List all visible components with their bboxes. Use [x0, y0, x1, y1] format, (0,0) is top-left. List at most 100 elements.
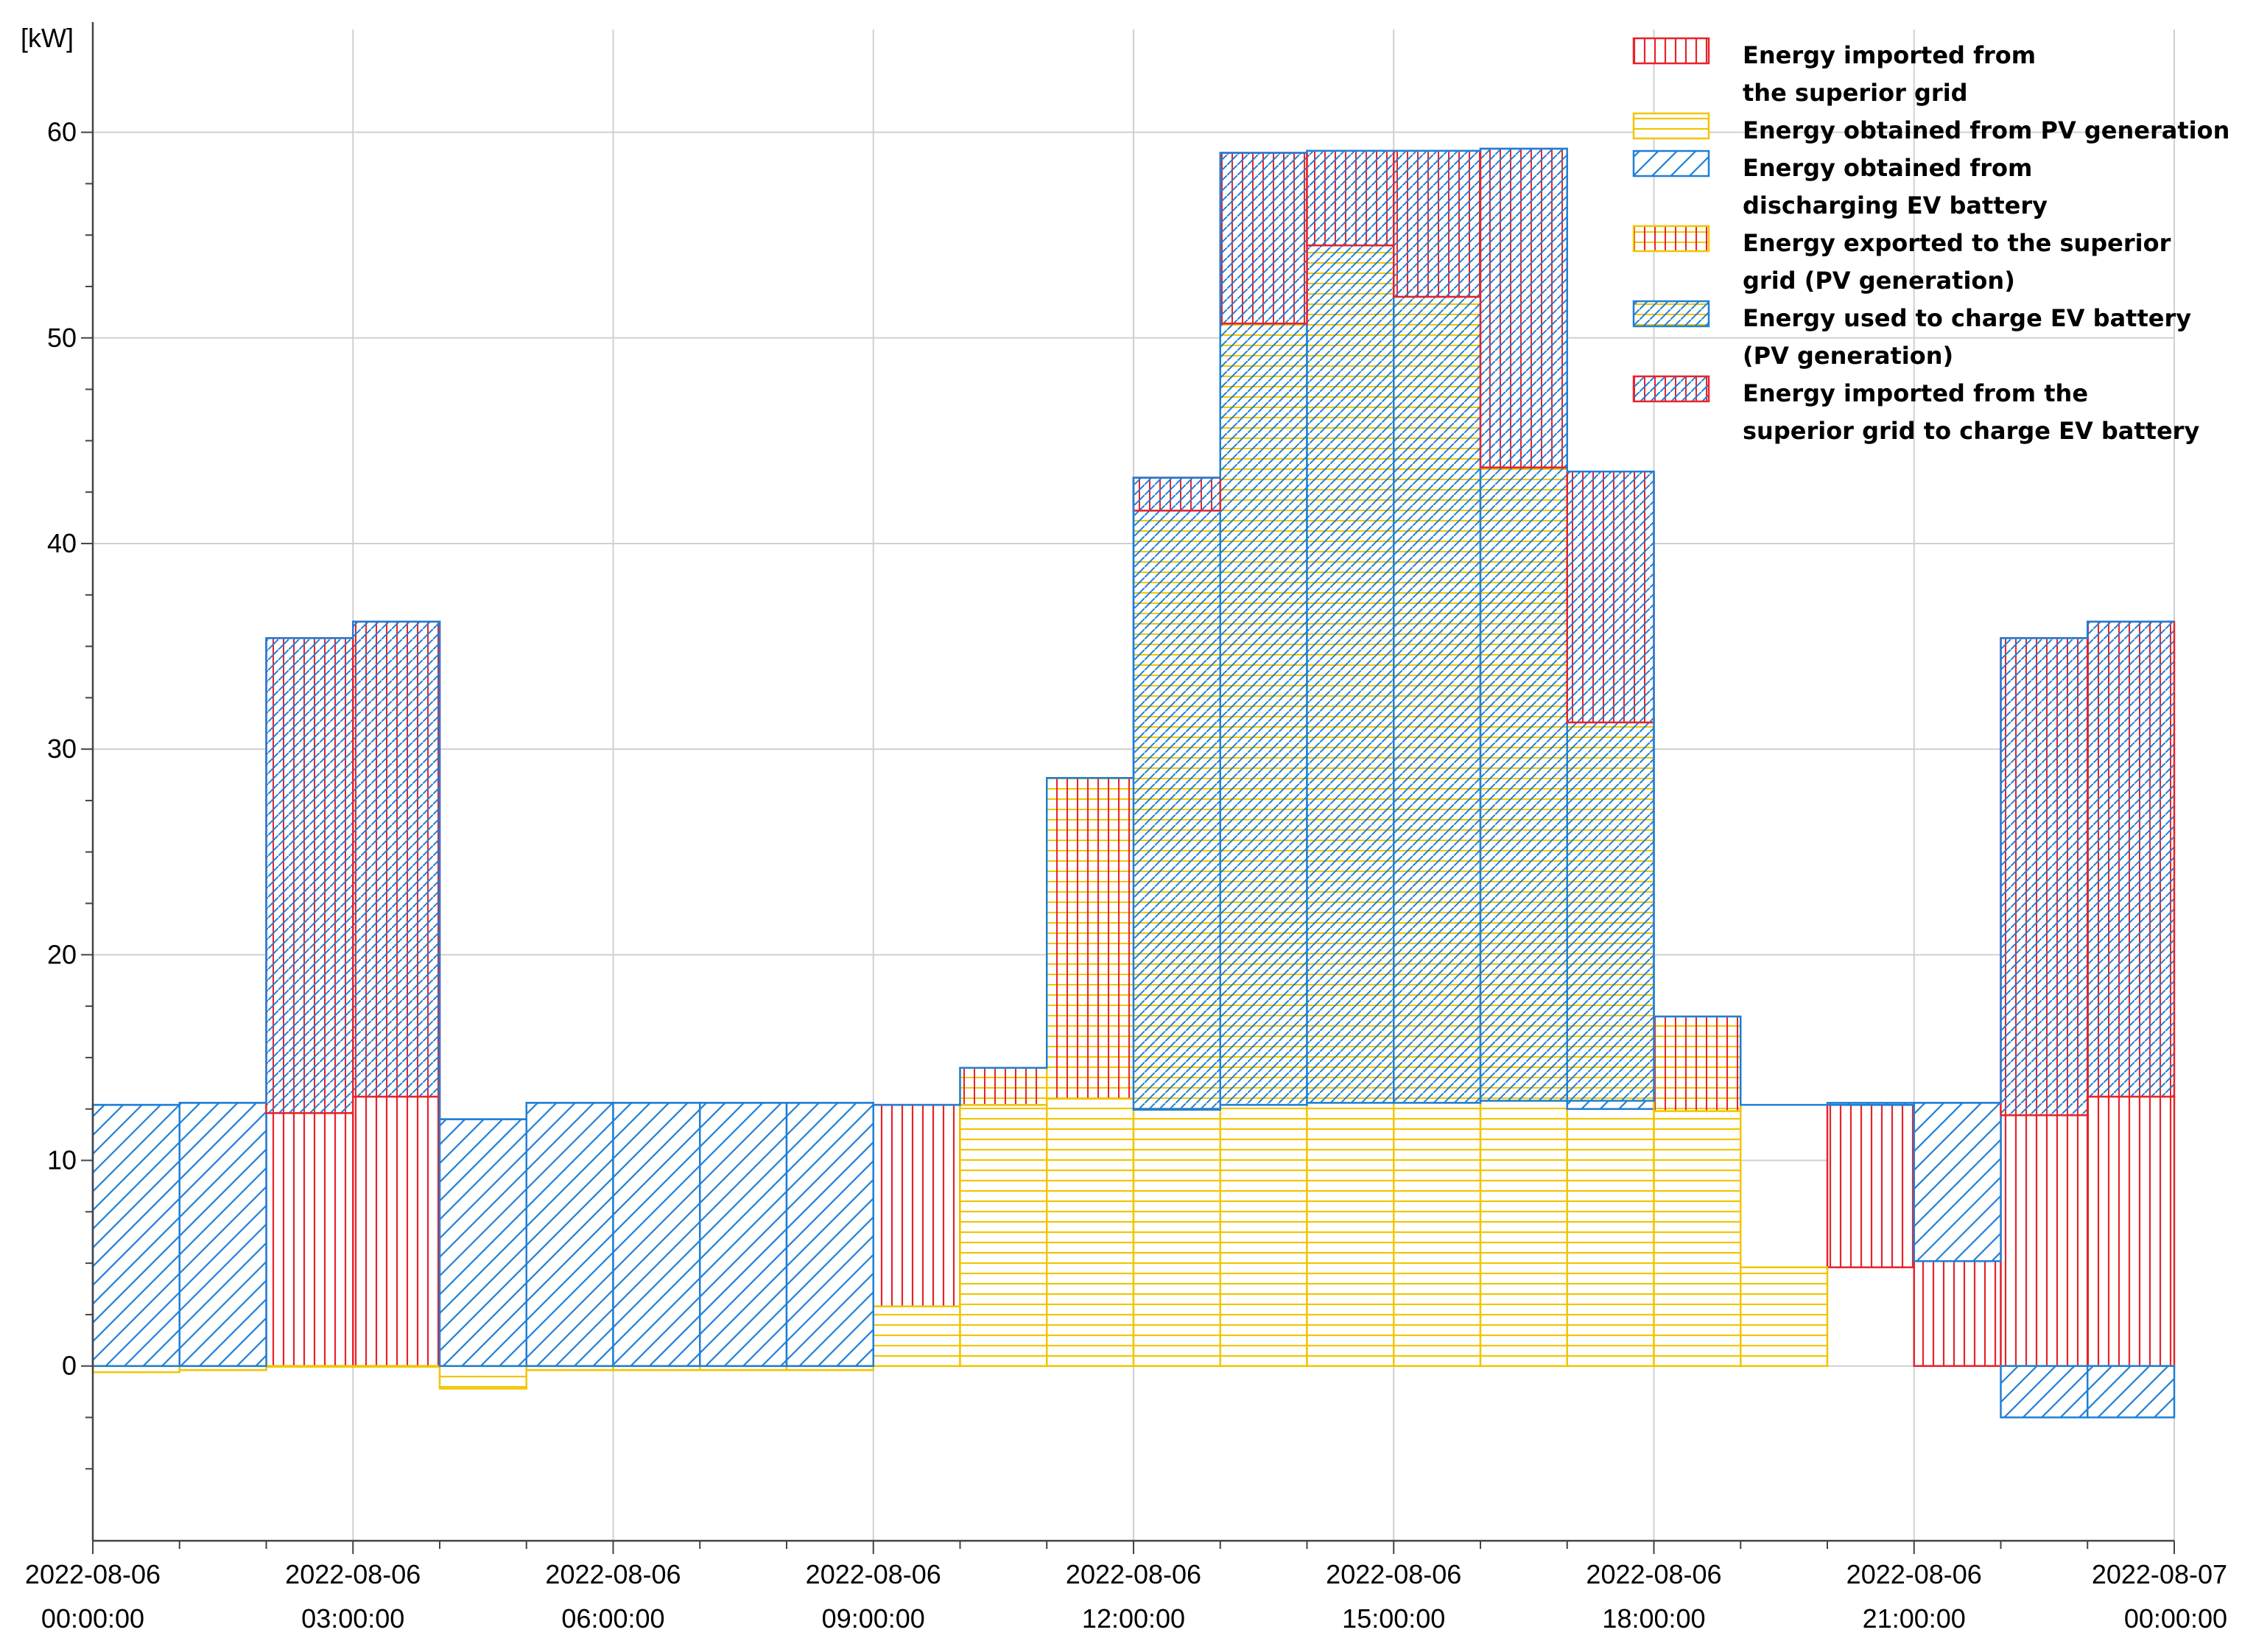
bar-segment: [352, 1365, 441, 1368]
legend-label: (PV generation): [1743, 342, 1953, 370]
legend-label: Energy imported from the: [1743, 379, 2088, 407]
y-tick-label: 60: [47, 117, 77, 147]
x-tick-date: 2022-08-06: [25, 1559, 161, 1589]
y-tick-label: 30: [47, 734, 77, 764]
legend-label: Energy imported from: [1743, 41, 2036, 69]
bar-segment: [785, 1102, 874, 1367]
bar-segment: [1306, 150, 1395, 247]
x-tick-time: 18:00:00: [1602, 1603, 1705, 1634]
x-tick-time: 21:00:00: [1863, 1603, 1966, 1634]
bar-segment: [1219, 152, 1308, 325]
x-tick-date: 2022-08-06: [1326, 1559, 1461, 1589]
bar-segment: [1219, 322, 1308, 1106]
bar-segment: [1393, 295, 1482, 1104]
bar-segment: [91, 1365, 180, 1374]
series-horizontal: [91, 1097, 2176, 1390]
bar-segment: [352, 1095, 441, 1367]
legend-label: Energy exported to the superior: [1743, 229, 2171, 257]
series-diag-yellow: [1132, 244, 1655, 1110]
legend-item: Energy exported to the superior grid (PV …: [1632, 225, 2171, 295]
bar-segment: [438, 1365, 527, 1390]
bar-segment: [872, 1103, 961, 1307]
bar-segment: [612, 1102, 701, 1367]
bar-segment: [1306, 1102, 1395, 1367]
x-tick-date: 2022-08-06: [1066, 1559, 1201, 1589]
legend-item: Energy imported from the superior grid to…: [1632, 375, 2199, 445]
y-tick-label: 40: [47, 528, 77, 558]
y-tick-label: 50: [47, 323, 77, 353]
bar-segment: [265, 1112, 354, 1367]
bar-segment: [1132, 477, 1221, 512]
x-tick-time: 00:00:00: [41, 1603, 144, 1634]
bar-segment: [1393, 150, 1482, 298]
legend-item: Energy used to charge EV battery (PV gene…: [1632, 300, 2191, 370]
bar-segment: [959, 1103, 1048, 1367]
legend-swatch: [1632, 112, 1710, 140]
bar-segment: [1132, 1108, 1221, 1367]
bar-segment: [959, 1066, 1048, 1106]
legend-swatch: [1632, 300, 1710, 328]
bar-segment: [352, 620, 441, 1098]
bar-segment: [2000, 1114, 2089, 1367]
x-tick-time: 03:00:00: [301, 1603, 404, 1634]
bar-segment: [1046, 1097, 1135, 1367]
bar-segment: [2000, 1365, 2089, 1419]
bar-segment: [1566, 470, 1655, 724]
legend-item: Energy imported from the superior grid: [1632, 37, 2036, 107]
bar-segment: [1132, 510, 1221, 1110]
bar-segment: [2087, 620, 2176, 1098]
x-tick-date: 2022-08-06: [285, 1559, 421, 1589]
bar-segment: [91, 1103, 180, 1367]
x-tick-time: 06:00:00: [561, 1603, 664, 1634]
series-diag-right: [91, 1093, 2176, 1419]
bar-segment: [1479, 147, 1568, 468]
bar-segment: [1306, 244, 1395, 1104]
bar-segment: [1826, 1103, 1915, 1268]
legend-swatch: [1632, 37, 1710, 65]
bar-segment: [1566, 721, 1655, 1102]
bar-segment: [1566, 1108, 1655, 1367]
legend-item: Energy obtained from discharging EV batte…: [1632, 150, 2048, 219]
legend-swatch: [1632, 225, 1710, 253]
bar-segment: [1740, 1266, 1829, 1367]
x-tick-time: 00:00:00: [2124, 1603, 2227, 1634]
legend-item: Energy obtained from PV generation: [1632, 112, 2229, 144]
bar-segment: [872, 1305, 961, 1367]
bar-segment: [525, 1102, 614, 1367]
bar-segment: [1913, 1102, 2002, 1262]
bars-layer: [91, 147, 2176, 1419]
x-tick-date: 2022-08-06: [1846, 1559, 1982, 1589]
bar-segment: [1046, 776, 1135, 1100]
bar-segment: [265, 1365, 354, 1368]
x-tick-date: 2022-08-06: [806, 1559, 941, 1589]
bar-segment: [1653, 1015, 1742, 1112]
legend-label: the superior grid: [1743, 79, 1968, 107]
bar-segment: [438, 1118, 527, 1367]
bar-segment: [2087, 1365, 2176, 1419]
legend-swatch: [1632, 150, 1710, 177]
legend-label: Energy obtained from PV generation: [1743, 116, 2229, 144]
bar-segment: [1913, 1260, 2002, 1367]
y-tick-labels: 0 10 20 30 40 50 60: [47, 117, 77, 1381]
total-profile-line: [93, 147, 2174, 1120]
x-tick-labels: 2022-08-06 00:00:00 2022-08-06 03:00:00 2022…: [25, 1559, 2227, 1634]
bar-segment: [1479, 466, 1568, 1102]
legend-label: discharging EV battery: [1743, 191, 2048, 219]
y-tick-label: 0: [62, 1351, 77, 1381]
x-tick-time: 09:00:00: [822, 1603, 925, 1634]
legend-label: superior grid to charge EV battery: [1743, 417, 2199, 445]
legend-label: Energy obtained from: [1743, 154, 2032, 182]
y-tick-label: 20: [47, 939, 77, 969]
legend-label: grid (PV generation): [1743, 267, 2015, 295]
y-tick-label: 10: [47, 1145, 77, 1175]
x-tick-date: 2022-08-07: [2092, 1559, 2227, 1589]
legend-label: Energy used to charge EV battery: [1743, 304, 2191, 332]
x-tick-time: 12:00:00: [1082, 1603, 1185, 1634]
bar-segment: [699, 1102, 788, 1367]
bar-segment: [1653, 1110, 1742, 1367]
bar-segment: [2087, 1095, 2176, 1367]
x-tick-date: 2022-08-06: [1586, 1559, 1721, 1589]
y-axis-unit-label: [kW]: [21, 23, 74, 53]
